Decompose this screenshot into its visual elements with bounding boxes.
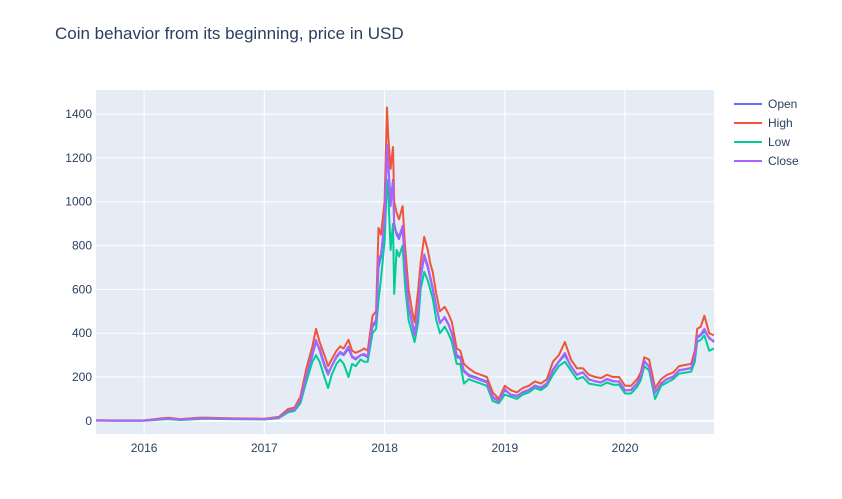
series-layer	[95, 106, 715, 422]
chart-title: Coin behavior from its beginning, price …	[55, 24, 404, 43]
legend-item-high[interactable]: High	[734, 116, 793, 130]
legend-item-open[interactable]: Open	[734, 97, 797, 111]
y-tick-label: 0	[85, 414, 92, 428]
y-tick-label: 1400	[65, 107, 92, 121]
y-tick-label: 600	[72, 282, 92, 296]
y-tick-label: 800	[72, 239, 92, 253]
legend-label: Close	[768, 154, 799, 168]
y-tick-label: 200	[72, 370, 92, 384]
x-tick-label: 2020	[612, 441, 639, 455]
y-tick-label: 400	[72, 326, 92, 340]
series-line-close	[95, 143, 715, 422]
axis-layer: 0 200 400 600 800 1000 1200 1400 2016 2017 2018 201…	[65, 107, 638, 455]
x-tick-label: 2019	[491, 441, 518, 455]
legend-item-close[interactable]: Close	[734, 154, 799, 168]
x-tick-label: 2018	[371, 441, 398, 455]
legend[interactable]: Open High Low Close	[734, 97, 799, 168]
series-line-high	[95, 106, 715, 422]
legend-item-low[interactable]: Low	[734, 135, 790, 149]
y-tick-label: 1000	[65, 195, 92, 209]
legend-label: Low	[768, 135, 790, 149]
legend-label: Open	[768, 97, 797, 111]
series-line-low	[95, 178, 715, 422]
x-tick-label: 2016	[131, 441, 158, 455]
x-tick-label: 2017	[251, 441, 278, 455]
y-tick-label: 1200	[65, 151, 92, 165]
legend-label: High	[768, 116, 793, 130]
grid-layer	[96, 90, 714, 434]
